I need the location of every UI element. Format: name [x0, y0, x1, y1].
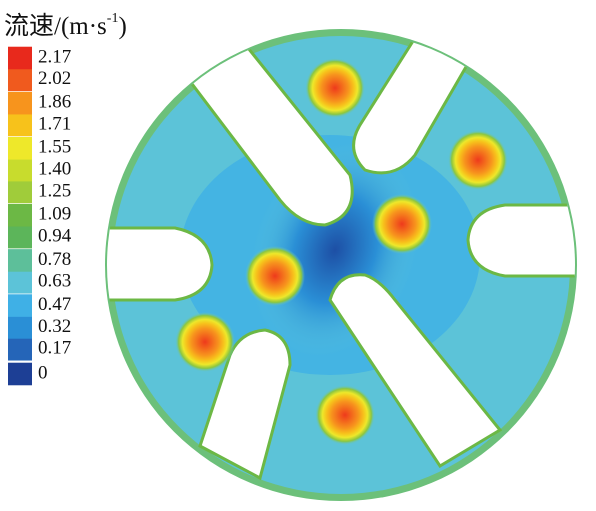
slots: [107, 31, 575, 481]
hot-spot: [315, 385, 375, 445]
hot-spot: [372, 194, 432, 254]
colorbar-swatch: [8, 225, 32, 249]
colorbar-swatch: [8, 180, 32, 204]
slot: [107, 226, 214, 302]
colorbar-swatch: [8, 158, 32, 182]
colorbar-swatch: [8, 46, 32, 70]
colorbar-swatch: [8, 316, 32, 339]
slot: [352, 31, 473, 175]
colorbar-swatch: [8, 294, 32, 317]
hot-spot: [245, 246, 305, 306]
colorbar-label: 0: [38, 362, 48, 383]
hot-spot: [175, 312, 235, 372]
colorbar-swatch: [8, 137, 32, 160]
colorbar-label: 0.47: [38, 294, 71, 315]
title-text: 流速/(m·s: [4, 12, 107, 40]
colorbar-label: 1.71: [38, 113, 71, 134]
colorbar-swatch: [8, 270, 32, 294]
colorbar-label: 0.78: [38, 249, 71, 270]
colorbar-swatch: [8, 91, 32, 115]
colorbar-swatch: [8, 337, 32, 361]
colorbar-label: 2.17: [38, 46, 71, 67]
disc-content: [107, 31, 575, 481]
slot: [198, 328, 292, 481]
colorbar-swatch: [8, 203, 32, 227]
colorbar-swatch: [8, 113, 32, 137]
slot: [180, 36, 354, 227]
colorbar-label: 1.55: [38, 137, 71, 158]
colorbar-label: 1.09: [38, 204, 71, 225]
slot: [466, 203, 575, 278]
colorbar-label: 0.63: [38, 271, 71, 292]
colorbar-swatch: [8, 249, 32, 272]
colorbar-swatch: [8, 68, 32, 92]
colorbar-label: 0.94: [38, 225, 72, 246]
flow-field: [105, 29, 577, 501]
colorbar-label: 1.86: [38, 92, 71, 113]
colorbar-label: 0.32: [38, 316, 71, 337]
colorbar-swatch: [8, 362, 32, 386]
colorbar-label: 1.25: [38, 180, 71, 201]
slot: [328, 273, 503, 469]
title-superscript: -1: [107, 11, 119, 26]
title-suffix: ): [118, 13, 126, 40]
colorbar-label: 2.02: [38, 68, 71, 89]
legend-title: 流速/(m·s-1): [4, 11, 127, 40]
hot-spot: [305, 58, 365, 118]
hot-spots: [175, 58, 508, 445]
colorbar-label: 1.40: [38, 158, 71, 179]
colorbar-label: 0.17: [38, 338, 71, 359]
hot-spot: [448, 130, 508, 190]
